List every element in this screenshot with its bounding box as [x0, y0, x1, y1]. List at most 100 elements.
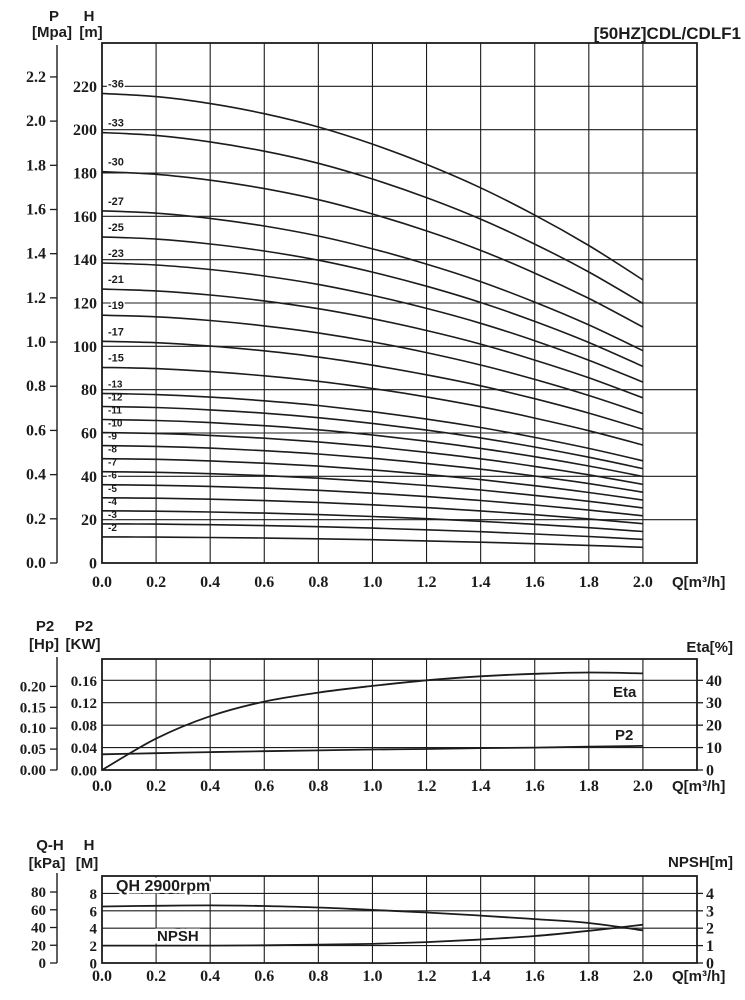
head-curve-label: -17	[108, 326, 124, 338]
head-curve-label: -8	[108, 445, 117, 456]
x-tick-label: 1.0	[362, 968, 382, 985]
head-curve	[101, 405, 644, 470]
y-tick-label-primary: 20	[31, 938, 46, 954]
qh-kpa-axis-unit: [kPa]	[29, 855, 66, 872]
y-tick-label-primary: 60	[31, 903, 46, 919]
head-curve-label: -3	[108, 510, 117, 521]
y-tick-label-primary: 40	[31, 921, 46, 937]
qh-curve-label: QH 2900rpm	[116, 878, 210, 895]
head-curve	[101, 262, 644, 383]
power-x-axis-unit: Q[m³/h]	[672, 778, 725, 795]
p2hp-axis-unit: [Hp]	[29, 636, 59, 653]
head-curve	[101, 131, 644, 305]
y-tick-label-right: 1	[706, 938, 714, 955]
y-tick-label-secondary: 40	[81, 469, 97, 486]
y-tick-label-primary: 2.2	[26, 69, 46, 86]
y-tick-label-primary: 0.8	[26, 378, 46, 395]
y-tick-label-primary: 0.6	[26, 422, 46, 439]
x-tick-label: 1.4	[471, 778, 491, 795]
h-axis-unit: [m]	[79, 24, 102, 41]
y-tick-label-right: 0	[706, 763, 714, 780]
hm-axis-unit: [M]	[76, 855, 99, 872]
y-tick-label-secondary: 6	[90, 904, 98, 920]
y-tick-label-secondary: 160	[73, 209, 97, 226]
x-tick-label: 0.2	[146, 968, 166, 985]
y-tick-label-secondary: 8	[90, 887, 98, 903]
head-curve-label: -21	[108, 274, 124, 286]
x-tick-label: 2.0	[633, 574, 653, 591]
head-curve	[101, 314, 644, 415]
x-tick-label: 1.8	[579, 574, 599, 591]
y-tick-label-primary: 2.0	[26, 113, 46, 130]
head-curve	[101, 457, 644, 501]
p2-curve-label: P2	[615, 727, 633, 744]
x-tick-label: 0.6	[254, 574, 274, 591]
head-curve-label: -6	[108, 471, 117, 482]
y-tick-label-secondary: 2	[90, 939, 98, 955]
y-tick-label-primary: 1.2	[26, 290, 46, 307]
p2-curve	[101, 745, 643, 756]
p-axis-title: P	[49, 8, 59, 25]
head-curve-label: -7	[108, 458, 117, 469]
head-curve-label: -27	[108, 196, 124, 208]
plot-border	[101, 875, 698, 964]
head-curve	[101, 483, 643, 517]
y-tick-label-secondary: 0	[90, 957, 98, 973]
head-curve-label: -19	[108, 300, 124, 312]
y-tick-label-primary: 0.0	[26, 555, 46, 572]
head-curve	[101, 536, 643, 549]
x-tick-label: 1.6	[525, 778, 545, 795]
head-curve-label: -13	[108, 379, 123, 390]
head-curve-label: -9	[108, 432, 117, 443]
y-tick-label-secondary: 60	[81, 426, 97, 443]
y-tick-label-secondary: 180	[73, 166, 97, 183]
x-tick-label: 1.4	[471, 968, 491, 985]
p2kw-axis-title: P2	[75, 618, 93, 635]
head-curve	[101, 170, 644, 328]
head-curve	[101, 210, 644, 352]
x-tick-label: 1.8	[579, 778, 599, 795]
head-curve	[101, 431, 644, 486]
hq-x-axis-unit: Q[m³/h]	[672, 574, 725, 591]
y-tick-label-primary: 0	[39, 956, 47, 972]
x-tick-label: 1.6	[525, 968, 545, 985]
x-tick-label: 0.4	[200, 968, 220, 985]
head-curve-label: -33	[108, 118, 124, 130]
y-tick-label-secondary: 0.04	[71, 741, 98, 757]
y-tick-label-secondary: 0	[89, 556, 97, 573]
head-curve	[101, 523, 643, 541]
x-tick-label: 1.2	[417, 778, 437, 795]
qh-kpa-axis-title: Q-H	[36, 837, 64, 854]
x-tick-label: 1.0	[362, 778, 382, 795]
y-tick-label-primary: 0.15	[20, 700, 46, 716]
x-tick-label: 0.2	[146, 574, 166, 591]
x-tick-label: 0.2	[146, 778, 166, 795]
y-tick-label-secondary: 20	[81, 512, 97, 529]
npsh-x-axis-unit: Q[m³/h]	[672, 968, 725, 985]
y-tick-label-secondary: 0.16	[71, 674, 98, 690]
y-tick-label-primary: 0.10	[20, 721, 46, 737]
x-tick-label: 0.6	[254, 778, 274, 795]
y-tick-label-right: 10	[706, 740, 722, 757]
x-tick-label: 0.8	[308, 778, 328, 795]
head-curve	[101, 366, 644, 446]
eta-curve-label: Eta	[613, 684, 637, 701]
head-curve	[101, 392, 644, 462]
y-tick-label-secondary: 140	[73, 252, 97, 269]
y-tick-label-right: 2	[706, 921, 714, 938]
x-tick-label: 2.0	[633, 778, 653, 795]
head-curve	[101, 288, 644, 399]
head-curve	[101, 418, 644, 478]
head-curve	[101, 92, 644, 281]
y-tick-label-right: 0	[706, 956, 714, 973]
y-tick-label-secondary: 200	[73, 122, 97, 139]
head-curve	[101, 470, 643, 509]
y-tick-label-primary: 0.00	[20, 763, 46, 779]
y-tick-label-right: 3	[706, 903, 714, 920]
x-tick-label: 1.8	[579, 968, 599, 985]
y-tick-label-secondary: 4	[90, 922, 98, 938]
p2kw-axis-unit: [KW]	[66, 636, 101, 653]
y-tick-label-primary: 1.4	[26, 246, 46, 263]
y-tick-label-right: 4	[706, 886, 714, 903]
